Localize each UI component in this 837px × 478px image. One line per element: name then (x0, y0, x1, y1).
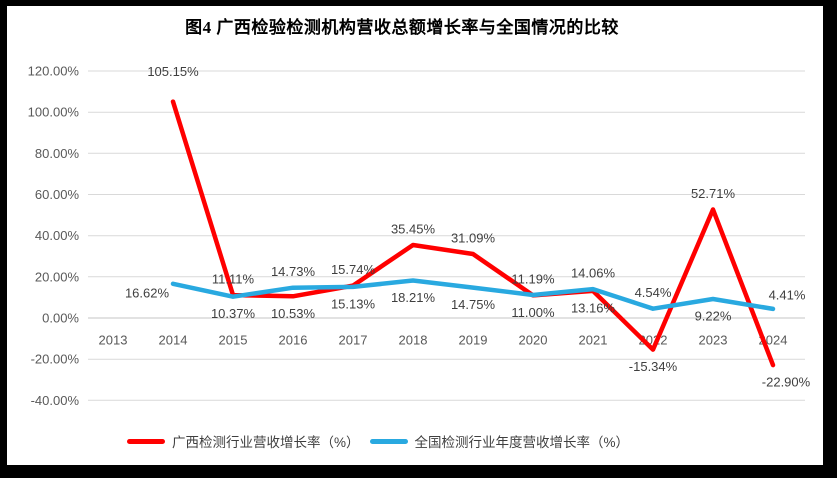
data-label: 105.15% (147, 64, 199, 79)
y-tick-label: 20.00% (35, 269, 80, 284)
data-label: 4.41% (769, 287, 806, 302)
y-tick-label: 120.00% (28, 64, 80, 79)
data-label: 4.54% (635, 285, 672, 300)
data-label: -15.34% (629, 359, 678, 374)
data-label: 9.22% (695, 309, 732, 324)
legend-swatch-guangxi (127, 438, 165, 444)
y-tick-label: -40.00% (31, 393, 80, 408)
data-label: 11.00% (511, 305, 555, 320)
data-label: 10.37% (211, 306, 256, 321)
data-label: 10.53% (271, 306, 316, 321)
data-label: 14.75% (451, 297, 496, 312)
x-tick-label: 2019 (459, 333, 488, 348)
data-label: 18.21% (391, 290, 436, 305)
data-label: 52.71% (691, 186, 736, 201)
data-label: 14.06% (571, 266, 616, 281)
y-tick-label: -20.00% (31, 352, 80, 367)
chart-legend: 广西检测行业营收增长率（%） 全国检测行业年度营收增长率（%） (127, 431, 629, 451)
data-label: 35.45% (391, 222, 436, 237)
series-line-national (170, 278, 776, 312)
x-tick-label: 2015 (219, 333, 248, 348)
data-label: -22.90% (762, 375, 811, 390)
y-tick-label: 100.00% (28, 105, 80, 120)
x-tick-label: 2023 (699, 333, 728, 348)
x-tick-label: 2016 (279, 333, 308, 348)
legend-item-national: 全国检测行业年度营收增长率（%） (369, 431, 630, 451)
x-tick-label: 2018 (399, 333, 428, 348)
data-label: 11.11% (212, 272, 255, 287)
data-label: 15.13% (331, 296, 376, 311)
x-tick-label: 2014 (159, 333, 188, 348)
x-tick-label: 2013 (99, 333, 128, 348)
y-tick-label: 80.00% (35, 146, 80, 161)
series-line-guangxi (170, 99, 776, 368)
y-tick-label: 0.00% (42, 311, 79, 326)
x-tick-label: 2020 (519, 333, 548, 348)
x-tick-label: 2017 (339, 333, 368, 348)
y-tick-label: 40.00% (35, 228, 80, 243)
data-label: 31.09% (451, 231, 496, 246)
legend-swatch-national (369, 438, 408, 444)
data-label: 13.16% (571, 300, 616, 315)
data-label: 14.73% (271, 264, 316, 279)
data-label: 11.19% (511, 272, 555, 287)
data-label: 16.62% (125, 285, 170, 300)
legend-label-guangxi: 广西检测行业营收增长率（%） (172, 435, 360, 450)
data-label: 15.74% (331, 262, 376, 277)
x-tick-label: 2021 (579, 333, 608, 348)
legend-label-national: 全国检测行业年度营收增长率（%） (414, 435, 630, 450)
legend-item-guangxi: 广西检测行业营收增长率（%） (127, 431, 360, 451)
chart-title: 图4 广西检验检测机构营收总额增长率与全国情况的比较 (185, 18, 619, 37)
y-tick-label: 60.00% (35, 187, 80, 202)
